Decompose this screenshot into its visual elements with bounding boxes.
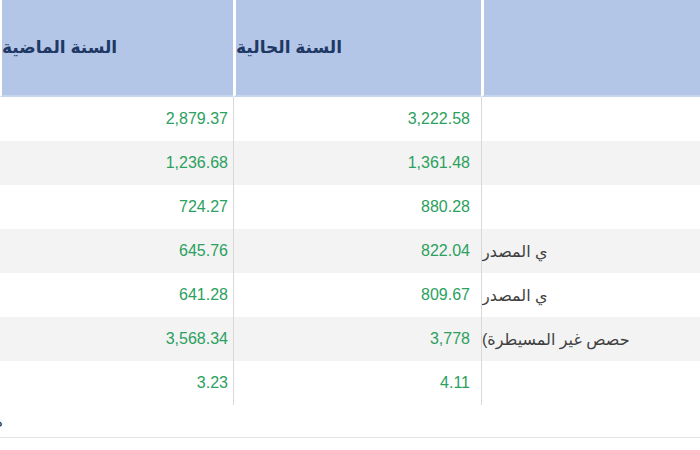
table-row: 3.23 4.11: [0, 361, 700, 405]
financial-results-table-view: السنة الماضية السنة الحالية 2,879.37 3,2…: [0, 0, 700, 450]
header-current-year: السنة الحالية: [233, 0, 481, 97]
cell-description: ي المصدر: [481, 273, 700, 317]
cell-previous-year: 645.76: [0, 229, 233, 273]
cell-description: [481, 97, 700, 141]
clipped-text-fragment: ه: [0, 413, 3, 431]
cell-current-year: 4.11: [233, 361, 481, 405]
cell-description: حصص غير المسيطرة): [481, 317, 700, 361]
cell-previous-year: 1,236.68: [0, 141, 233, 185]
cell-description: [481, 361, 700, 405]
header-description: [481, 0, 700, 97]
table-row: 2,879.37 3,222.58: [0, 97, 700, 141]
footer-divider: [0, 437, 700, 438]
table-row: 1,236.68 1,361.48: [0, 141, 700, 185]
cell-description: [481, 185, 700, 229]
cell-previous-year: 3.23: [0, 361, 233, 405]
table-header-row: السنة الماضية السنة الحالية: [0, 0, 700, 97]
table-body: 2,879.37 3,222.58 1,236.68 1,361.48 724.…: [0, 97, 700, 405]
table-row: 3,568.34 3,778 حصص غير المسيطرة): [0, 317, 700, 361]
cell-current-year: 809.67: [233, 273, 481, 317]
cell-previous-year: 2,879.37: [0, 97, 233, 141]
cell-description: [481, 141, 700, 185]
cell-description: ي المصدر: [481, 229, 700, 273]
cell-current-year: 1,361.48: [233, 141, 481, 185]
table-row: 724.27 880.28: [0, 185, 700, 229]
cell-current-year: 880.28: [233, 185, 481, 229]
cell-previous-year: 724.27: [0, 185, 233, 229]
cell-current-year: 3,222.58: [233, 97, 481, 141]
table-row: 641.28 809.67 ي المصدر: [0, 273, 700, 317]
cell-current-year: 822.04: [233, 229, 481, 273]
table-row: 645.76 822.04 ي المصدر: [0, 229, 700, 273]
cell-previous-year: 641.28: [0, 273, 233, 317]
cell-previous-year: 3,568.34: [0, 317, 233, 361]
header-previous-year: السنة الماضية: [0, 0, 233, 97]
cell-current-year: 3,778: [233, 317, 481, 361]
